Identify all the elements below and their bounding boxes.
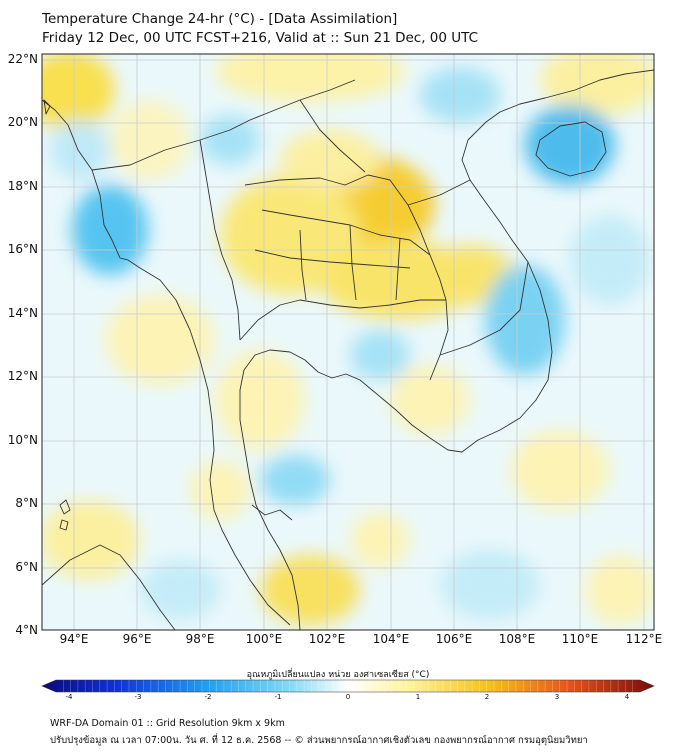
- lat-label-4n: 4°N: [15, 623, 38, 637]
- colorbar-tick: -4: [65, 693, 73, 701]
- colorbar-tick: 2: [484, 693, 490, 701]
- lon-label-96e: 96°E: [122, 632, 152, 646]
- lon-label-100e: 100°E: [245, 632, 283, 646]
- colorbar-tick: 0: [345, 693, 351, 701]
- colorbar-tick: 3: [554, 693, 560, 701]
- lat-label-20n: 20°N: [7, 115, 38, 129]
- lat-label-6n: 6°N: [15, 560, 38, 574]
- colorbar: [41, 679, 655, 693]
- colorbar-tick: -3: [134, 693, 142, 701]
- colorbar-tick: -2: [204, 693, 212, 701]
- lon-label-102e: 102°E: [308, 632, 346, 646]
- lat-label-18n: 18°N: [7, 179, 38, 193]
- lon-label-106e: 106°E: [435, 632, 473, 646]
- update-credit: ปรับปรุงข้อมูล ณ เวลา 07:00น. วัน ศ. ที่…: [50, 735, 588, 746]
- colorbar-tick: 1: [415, 693, 421, 701]
- graticule: [42, 54, 654, 630]
- model-info: WRF-DA Domain 01 :: Grid Resolution 9km …: [50, 718, 285, 729]
- colorbar-tick: 4: [624, 693, 630, 701]
- lon-label-112e: 112°E: [625, 632, 663, 646]
- map-subtitle: Friday 12 Dec, 00 UTC FCST+216, Valid at…: [42, 30, 479, 46]
- lon-label-104e: 104°E: [372, 632, 410, 646]
- temperature-field: [42, 54, 654, 630]
- map-title: Temperature Change 24-hr (°C) - [Data As…: [42, 11, 398, 27]
- coastlines-borders: [42, 69, 654, 630]
- lat-label-14n: 14°N: [7, 306, 38, 320]
- lat-label-8n: 8°N: [15, 496, 38, 510]
- lat-label-16n: 16°N: [7, 242, 38, 256]
- lat-label-12n: 12°N: [7, 369, 38, 383]
- lat-label-10n: 10°N: [7, 433, 38, 447]
- colorbar-title: อุณหภูมิเปลี่ยนแปลง หน่วย องศาเซลเซียส (…: [246, 670, 430, 680]
- colorbar-tick: -1: [274, 693, 282, 701]
- lon-label-108e: 108°E: [498, 632, 536, 646]
- lon-label-94e: 94°E: [59, 632, 89, 646]
- lat-label-22n: 22°N: [7, 52, 38, 66]
- map-frame: [41, 53, 655, 631]
- lon-label-110e: 110°E: [561, 632, 599, 646]
- lon-label-98e: 98°E: [185, 632, 215, 646]
